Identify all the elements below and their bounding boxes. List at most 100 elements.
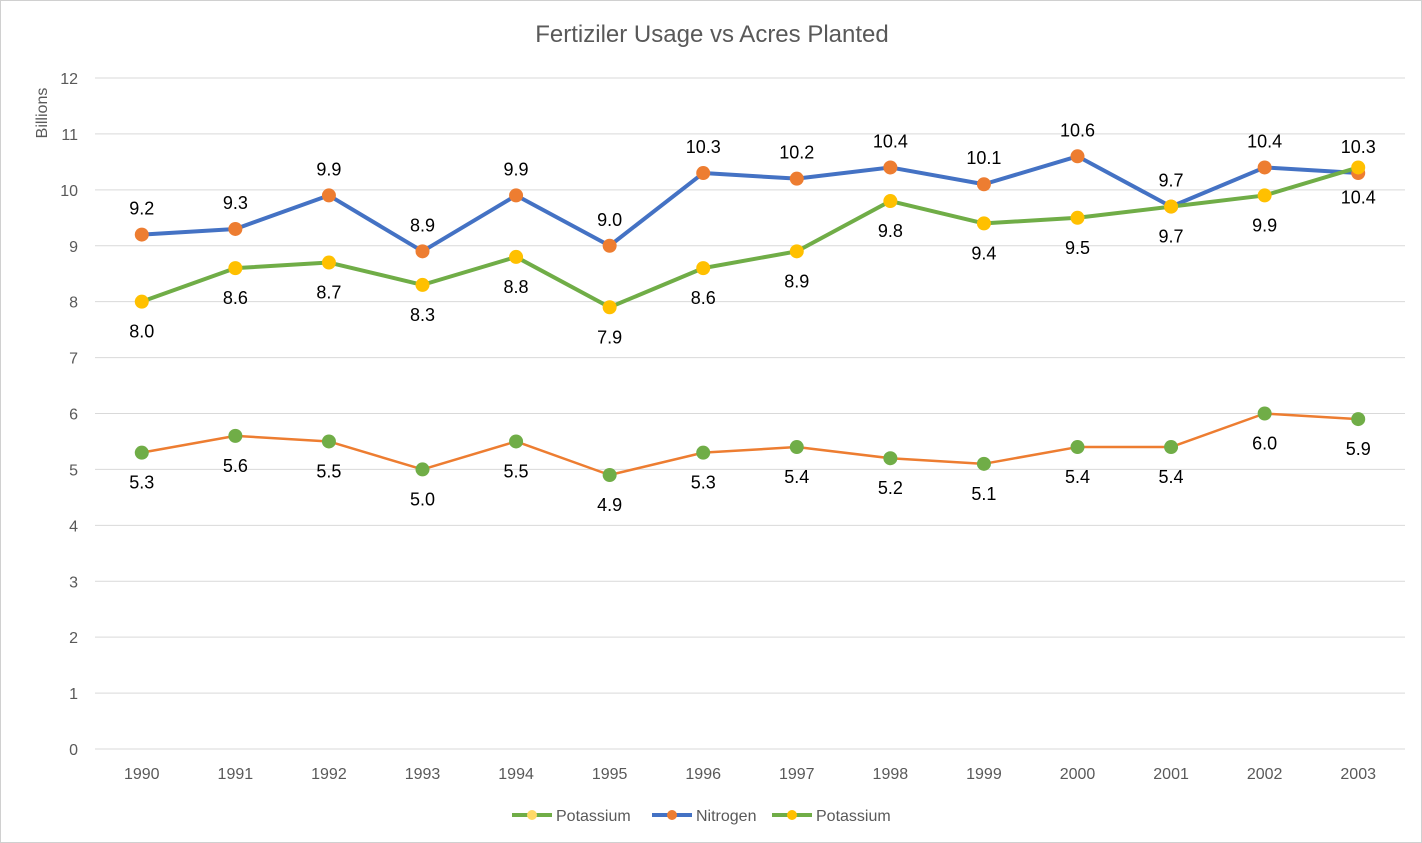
data-point xyxy=(883,160,898,175)
data-point xyxy=(321,188,336,203)
data-label: 9.3 xyxy=(223,193,248,213)
data-point xyxy=(696,166,711,181)
data-point xyxy=(602,468,617,483)
legend-label: Nitrogen xyxy=(696,808,756,825)
x-tick-label: 2002 xyxy=(1247,766,1283,783)
data-point xyxy=(696,445,711,460)
legend-label: Potassium xyxy=(816,808,891,825)
data-label: 8.6 xyxy=(223,288,248,308)
x-tick-label: 2003 xyxy=(1340,766,1376,783)
data-label: 6.0 xyxy=(1252,434,1277,454)
data-point xyxy=(1070,440,1085,455)
y-tick-label: 6 xyxy=(69,407,78,424)
data-label: 8.7 xyxy=(316,283,341,303)
y-tick-label: 9 xyxy=(69,239,78,256)
y-tick-label: 4 xyxy=(69,518,78,535)
data-label: 9.7 xyxy=(1159,227,1184,247)
data-point xyxy=(883,451,898,466)
data-point xyxy=(1257,160,1272,175)
data-point xyxy=(509,434,524,449)
data-point xyxy=(228,428,243,443)
y-tick-label: 1 xyxy=(69,686,78,703)
data-label: 5.4 xyxy=(1065,467,1090,487)
data-label: 10.2 xyxy=(779,143,814,163)
data-point xyxy=(134,445,149,460)
y-tick-label: 5 xyxy=(69,462,78,479)
data-label: 8.8 xyxy=(504,277,529,297)
data-label: 9.9 xyxy=(1252,215,1277,235)
y-tick-label: 10 xyxy=(60,183,78,200)
data-label: 5.5 xyxy=(504,461,529,481)
data-point xyxy=(509,188,524,203)
data-label: 8.0 xyxy=(129,322,154,342)
data-label: 10.1 xyxy=(966,148,1001,168)
data-point xyxy=(1070,210,1085,225)
data-label: 5.4 xyxy=(784,467,809,487)
data-label: 10.4 xyxy=(1247,131,1282,151)
data-point xyxy=(883,194,898,209)
y-tick-label: 2 xyxy=(69,630,78,647)
data-label: 10.6 xyxy=(1060,120,1095,140)
data-point xyxy=(602,300,617,315)
y-tick-label: 7 xyxy=(69,351,78,368)
data-label: 9.0 xyxy=(597,210,622,230)
data-label: 10.3 xyxy=(1341,137,1376,157)
data-point xyxy=(976,177,991,192)
data-label: 8.9 xyxy=(410,215,435,235)
x-tick-label: 1999 xyxy=(966,766,1002,783)
data-point xyxy=(1164,440,1179,455)
data-point xyxy=(228,221,243,236)
data-label: 9.7 xyxy=(1159,171,1184,191)
data-point xyxy=(976,456,991,471)
data-label: 5.5 xyxy=(316,461,341,481)
data-point xyxy=(1351,160,1366,175)
y-tick-label: 8 xyxy=(69,295,78,312)
data-point xyxy=(134,294,149,309)
data-label: 9.8 xyxy=(878,221,903,241)
y-tick-label: 0 xyxy=(69,742,78,759)
data-point xyxy=(696,261,711,276)
data-point xyxy=(1164,199,1179,214)
data-point xyxy=(789,440,804,455)
data-label: 5.1 xyxy=(971,484,996,504)
x-tick-label: 1998 xyxy=(873,766,909,783)
data-point xyxy=(415,462,430,477)
x-tick-label: 1991 xyxy=(218,766,254,783)
data-label: 10.3 xyxy=(686,137,721,157)
data-point xyxy=(789,244,804,259)
legend-label: Potassium xyxy=(556,808,631,825)
x-tick-label: 1996 xyxy=(685,766,721,783)
x-tick-label: 1997 xyxy=(779,766,815,783)
data-label: 5.3 xyxy=(129,473,154,493)
data-point xyxy=(228,261,243,276)
data-label: 9.9 xyxy=(504,159,529,179)
data-point xyxy=(134,227,149,242)
data-point xyxy=(602,238,617,253)
x-tick-label: 1995 xyxy=(592,766,628,783)
y-tick-label: 12 xyxy=(60,71,78,88)
data-point xyxy=(1070,149,1085,164)
data-label: 9.5 xyxy=(1065,238,1090,258)
data-label: 7.9 xyxy=(597,327,622,347)
data-point xyxy=(976,216,991,231)
data-label: 5.2 xyxy=(878,478,903,498)
y-tick-label: 3 xyxy=(69,574,78,591)
y-tick-label: 11 xyxy=(61,127,78,144)
x-tick-label: 1994 xyxy=(498,766,534,783)
data-point xyxy=(1257,188,1272,203)
legend-marker xyxy=(527,810,537,820)
data-point xyxy=(321,255,336,270)
data-label: 10.4 xyxy=(873,131,908,151)
legend-marker xyxy=(667,810,677,820)
data-label: 4.9 xyxy=(597,495,622,515)
data-label: 8.6 xyxy=(691,288,716,308)
chart-title: Fertiziler Usage vs Acres Planted xyxy=(535,21,889,48)
data-point xyxy=(509,249,524,264)
x-tick-label: 2001 xyxy=(1153,766,1189,783)
series-line xyxy=(141,154,1359,254)
data-point xyxy=(415,277,430,292)
data-label: 5.4 xyxy=(1159,467,1184,487)
data-label: 9.4 xyxy=(971,243,996,263)
